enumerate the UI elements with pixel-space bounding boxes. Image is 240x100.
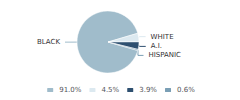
svg-text:BLACK: BLACK (37, 38, 60, 46)
svg-text:A.I.: A.I. (151, 42, 162, 50)
svg-text:0.6%: 0.6% (177, 86, 195, 94)
svg-text:3.9%: 3.9% (139, 86, 157, 94)
svg-text:91.0%: 91.0% (59, 86, 82, 94)
svg-text:4.5%: 4.5% (101, 86, 119, 94)
svg-text:WHITE: WHITE (151, 33, 174, 41)
svg-text:HISPANIC: HISPANIC (148, 51, 181, 59)
